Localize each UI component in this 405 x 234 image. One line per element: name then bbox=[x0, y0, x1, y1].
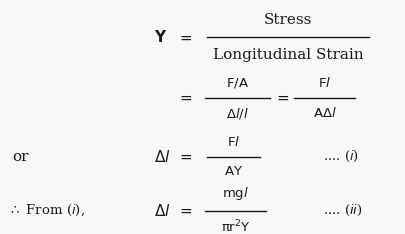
Text: $\mathrm{F}l$: $\mathrm{F}l$ bbox=[226, 135, 239, 149]
Text: Longitudinal Strain: Longitudinal Strain bbox=[213, 48, 362, 62]
Text: $\mathrm{F}l$: $\mathrm{F}l$ bbox=[318, 76, 330, 90]
Text: $=$: $=$ bbox=[176, 91, 192, 105]
Text: $\therefore$ From ($i$),: $\therefore$ From ($i$), bbox=[8, 203, 85, 218]
Text: $\mathrm{A}\Delta l$: $\mathrm{A}\Delta l$ bbox=[312, 106, 336, 121]
Text: Stress: Stress bbox=[263, 13, 312, 27]
Text: or: or bbox=[12, 150, 29, 164]
Text: $=$: $=$ bbox=[176, 204, 192, 218]
Text: $\mathbf{Y}$: $\mathbf{Y}$ bbox=[153, 29, 166, 45]
Text: $\mathrm{F/A}$: $\mathrm{F/A}$ bbox=[226, 76, 248, 90]
Text: $=$: $=$ bbox=[176, 30, 192, 44]
Text: $=$: $=$ bbox=[273, 91, 290, 105]
Text: .... ($i$): .... ($i$) bbox=[322, 149, 358, 164]
Text: $\mathrm{mg}l$: $\mathrm{mg}l$ bbox=[222, 185, 248, 202]
Text: $\Delta l$: $\Delta l$ bbox=[154, 203, 170, 219]
Text: $\Delta l$: $\Delta l$ bbox=[154, 149, 170, 165]
Text: $\mathrm{AY}$: $\mathrm{AY}$ bbox=[223, 165, 243, 178]
Text: .... ($ii$): .... ($ii$) bbox=[322, 203, 362, 218]
Text: $=$: $=$ bbox=[176, 150, 192, 164]
Text: $\mathrm{\pi r^{2}Y}$: $\mathrm{\pi r^{2}Y}$ bbox=[220, 219, 250, 234]
Text: $\Delta l/l$: $\Delta l/l$ bbox=[226, 106, 248, 121]
